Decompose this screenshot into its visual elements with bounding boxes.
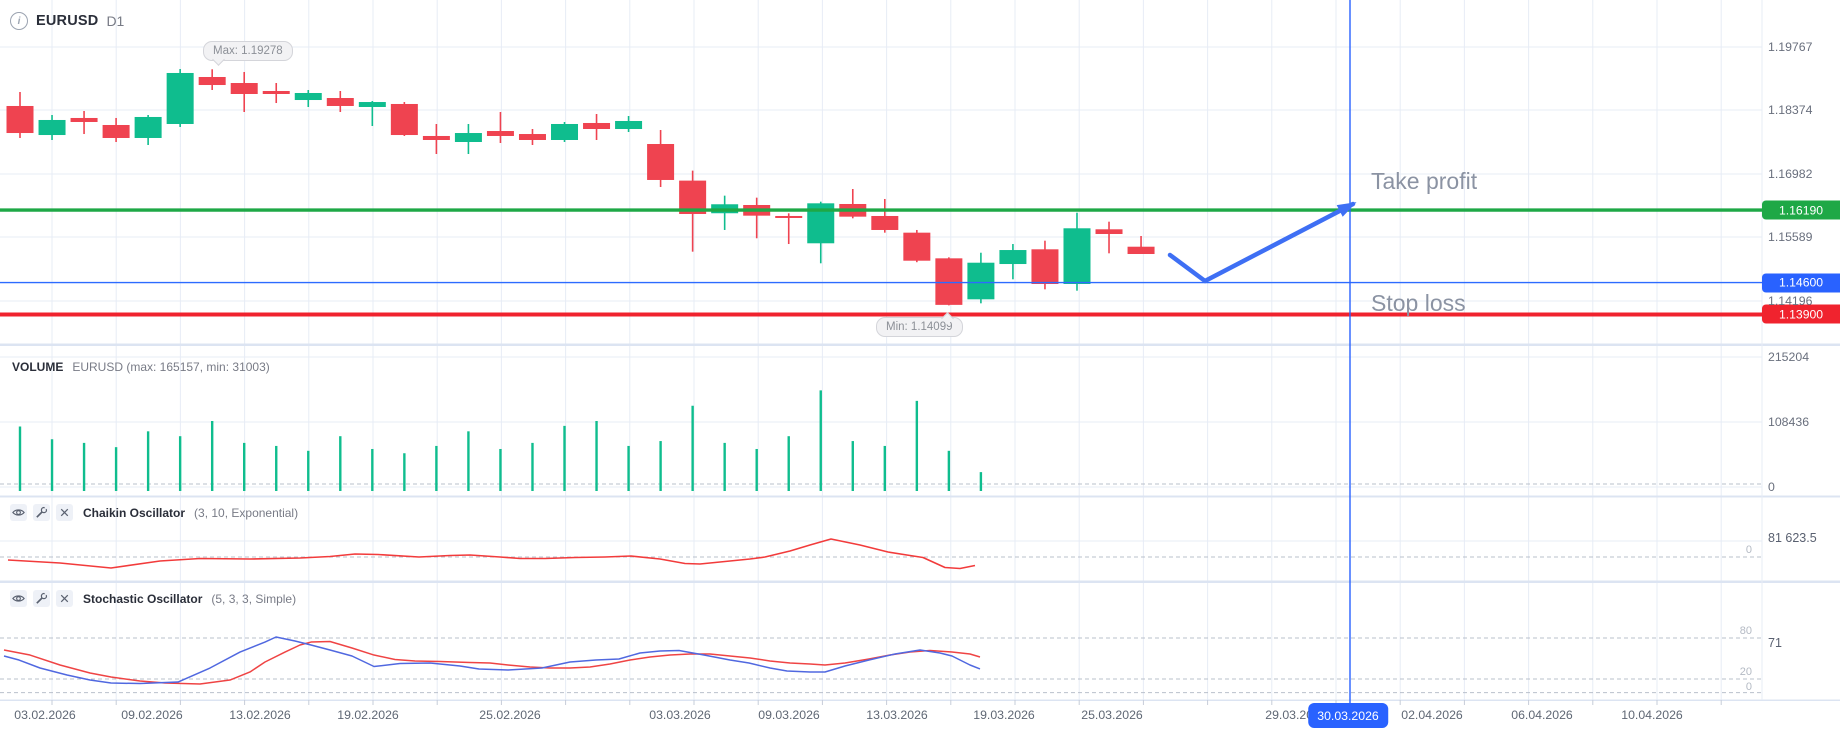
close-indicator-button[interactable] [56, 590, 73, 607]
chaikin-panel-header: Chaikin Oscillator (3, 10, Exponential) [10, 504, 298, 521]
close-icon [60, 508, 69, 517]
take-profit-label: Take profit [1371, 168, 1478, 194]
stoch-level-label: 0 [1745, 681, 1752, 693]
chaikin-title: Chaikin Oscillator [83, 505, 186, 520]
visibility-toggle-button[interactable] [10, 504, 27, 521]
chaikin-zero-label: 0 [1745, 544, 1752, 556]
trend-arrow[interactable] [1167, 201, 1357, 284]
chaikin-value-label: 81 623.5 [1768, 531, 1817, 545]
max-price-text: Max: 1.19278 [213, 45, 283, 57]
date-tick: 06.04.2026 [1511, 708, 1573, 722]
min-price-tooltip: Min: 1.14099 [876, 312, 963, 337]
timeframe-label: D1 [106, 13, 125, 29]
volume-tick: 108436 [1768, 415, 1810, 429]
price-tick: 1.19767 [1768, 40, 1813, 54]
date-tick: 13.02.2026 [229, 708, 291, 722]
wrench-icon [36, 591, 49, 604]
stochastic-value-label: 71 [1768, 636, 1782, 650]
info-icon[interactable]: i [10, 12, 28, 30]
wrench-icon [36, 505, 49, 518]
arrowhead-icon [1336, 202, 1357, 217]
stochastic-params: (5, 3, 3, Simple) [211, 591, 297, 606]
selected-date-badge: 30.03.2026 [1308, 703, 1388, 728]
max-price-tooltip: Max: 1.19278 [203, 41, 293, 66]
chaikin-params: (3, 10, Exponential) [194, 505, 299, 520]
volume-title: VOLUME [12, 360, 64, 374]
eye-icon [12, 595, 25, 602]
stoch-level-label: 20 [1739, 666, 1752, 678]
stoch-k-line [3, 636, 981, 685]
date-tick: 09.02.2026 [121, 708, 183, 722]
volume-tick: 0 [1768, 480, 1775, 494]
price-tick: 1.14196 [1768, 294, 1813, 308]
candlestick-series [6, 69, 1155, 306]
take-profit-price-badge[interactable]: 1.16190 [1762, 200, 1840, 220]
settings-button[interactable] [33, 590, 50, 607]
symbol-header: i EURUSD D1 [10, 12, 124, 30]
date-tick: 19.02.2026 [337, 708, 399, 722]
volume-series [18, 390, 983, 491]
date-tick: 03.03.2026 [649, 708, 711, 722]
settings-button[interactable] [33, 504, 50, 521]
stop-loss-label: Stop loss [1371, 290, 1466, 316]
stochastic-lines [3, 636, 981, 685]
date-tick: 25.02.2026 [479, 708, 541, 722]
volume-tick: 215204 [1768, 350, 1810, 364]
stoch-level-label: 80 [1739, 625, 1752, 637]
date-tick: 09.03.2026 [758, 708, 820, 722]
stop-loss-price-badge[interactable]: 1.13900 [1762, 304, 1840, 324]
volume-subtitle: EURUSD (max: 165157, min: 31003) [72, 360, 270, 374]
close-indicator-button[interactable] [56, 504, 73, 521]
level-lines[interactable] [0, 208, 1762, 317]
symbol-name: EURUSD [36, 13, 99, 29]
price-tick: 1.18374 [1768, 103, 1813, 117]
min-price-text: Min: 1.14099 [886, 321, 953, 333]
date-tick: 25.03.2026 [1081, 708, 1143, 722]
volume-panel-header: VOLUME EURUSD (max: 165157, min: 31003) [12, 360, 270, 374]
date-tick: 02.04.2026 [1401, 708, 1463, 722]
visibility-toggle-button[interactable] [10, 590, 27, 607]
entry-price-badge[interactable]: 1.14600 [1762, 273, 1840, 293]
stoch-d-line [3, 640, 981, 685]
date-tick: 10.04.2026 [1621, 708, 1683, 722]
close-icon [60, 594, 69, 603]
price-tick: 1.15589 [1768, 230, 1813, 244]
price-tick: 1.16982 [1768, 167, 1813, 181]
date-tick: 03.02.2026 [14, 708, 76, 722]
chaikin-line [7, 538, 976, 570]
stochastic-title: Stochastic Oscillator [83, 591, 203, 606]
date-tick: 13.03.2026 [866, 708, 928, 722]
stochastic-panel-header: Stochastic Oscillator (5, 3, 3, Simple) [10, 590, 296, 607]
date-tick: 19.03.2026 [973, 708, 1035, 722]
eye-icon [12, 509, 25, 516]
